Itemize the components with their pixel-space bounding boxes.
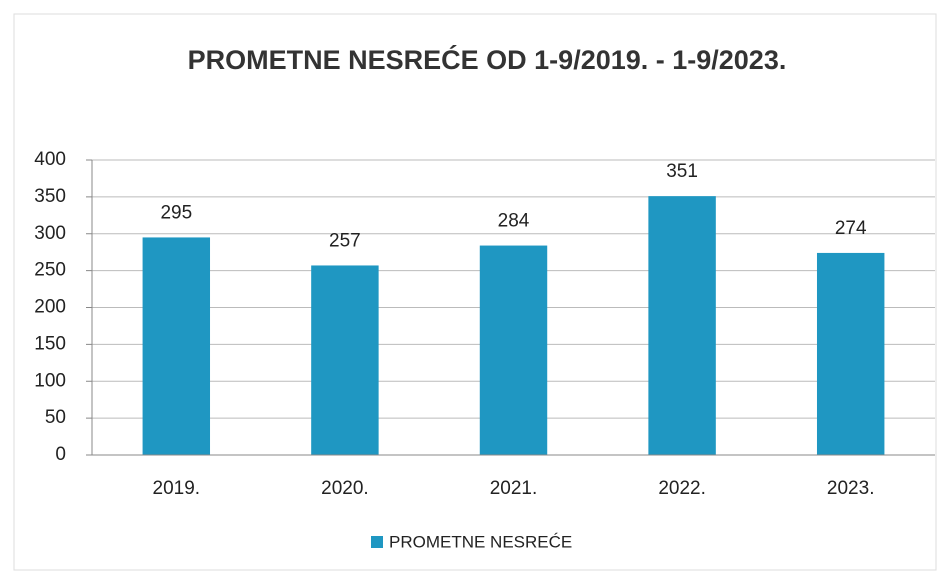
data-label: 257 [329,230,361,251]
y-tick-label: 0 [55,444,66,465]
data-label: 351 [666,161,698,182]
x-tick-label: 2021. [490,478,538,499]
y-tick-label: 50 [45,407,66,428]
y-tick-label: 300 [34,223,66,244]
x-tick-label: 2020. [321,478,369,499]
chart-title: PROMETNE NESREĆE OD 1-9/2019. - 1-9/2023… [188,44,787,75]
bar [311,265,379,455]
y-tick-label: 150 [34,333,66,354]
x-tick-label: 2023. [827,478,875,499]
bar [648,196,716,455]
data-label: 295 [160,202,192,223]
data-label: 284 [498,211,530,232]
x-tick-label: 2022. [658,478,706,499]
y-tick-label: 350 [34,186,66,207]
bar [479,245,548,455]
y-tick-label: 100 [34,370,66,391]
data-label: 274 [835,218,867,239]
y-tick-label: 250 [34,260,66,281]
x-tick-label: 2019. [153,478,201,499]
legend-label: PROMETNE NESREĆE [389,532,572,551]
bar [816,252,885,455]
bar [142,237,211,455]
y-tick-label: 400 [34,149,66,170]
y-tick-label: 200 [34,297,66,318]
legend-swatch [371,536,383,548]
